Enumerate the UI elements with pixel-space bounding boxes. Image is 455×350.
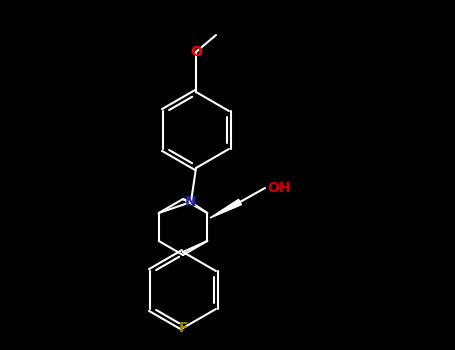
Text: O: O xyxy=(190,45,202,59)
Text: OH: OH xyxy=(267,181,290,195)
Text: N: N xyxy=(185,195,197,209)
Text: F: F xyxy=(178,321,188,335)
Polygon shape xyxy=(210,199,242,218)
